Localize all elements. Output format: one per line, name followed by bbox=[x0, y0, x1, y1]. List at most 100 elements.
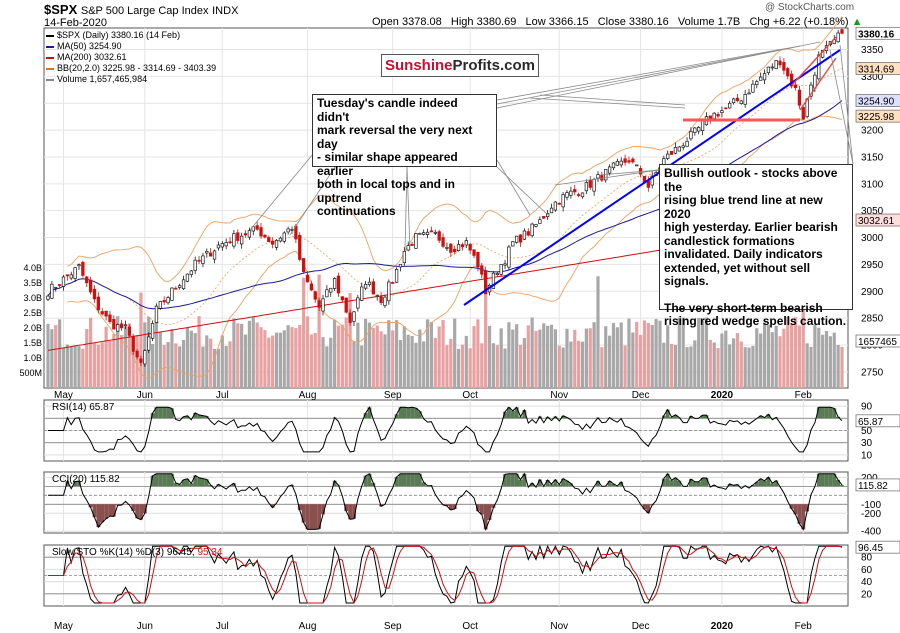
volume-bar bbox=[371, 328, 375, 388]
volume-bar bbox=[762, 322, 767, 388]
osc-tick-label: 20 bbox=[861, 589, 873, 600]
low-value: 3366.15 bbox=[548, 16, 589, 28]
price-badge-text: 3032.61 bbox=[858, 216, 895, 227]
price-tick-label: 3350 bbox=[861, 45, 884, 56]
candle-body bbox=[240, 235, 244, 245]
candle-body bbox=[131, 335, 135, 352]
candle-body bbox=[809, 84, 813, 97]
candle-body bbox=[398, 263, 403, 268]
legend-item: BB(20,2.0) 3225.98 - 3314.69 - 3403.39 bbox=[46, 63, 216, 74]
volume-bar bbox=[577, 340, 581, 388]
candle-body bbox=[534, 224, 538, 227]
candle-body bbox=[542, 216, 546, 219]
wedge-upper-line bbox=[791, 36, 837, 86]
callout-pointer bbox=[249, 147, 319, 231]
candle-body bbox=[329, 287, 333, 293]
candle-body bbox=[619, 160, 623, 166]
volume-bar bbox=[782, 328, 786, 388]
osc-badge-text: 115.82 bbox=[858, 481, 888, 492]
candle-body bbox=[491, 272, 496, 289]
volume-bar bbox=[716, 348, 720, 388]
volume-bar bbox=[135, 335, 139, 388]
volume-bar bbox=[181, 340, 186, 388]
volume-bar bbox=[383, 334, 387, 388]
volume-bar bbox=[728, 344, 732, 388]
volume-bar bbox=[759, 333, 763, 388]
candle-body bbox=[344, 297, 348, 313]
price-tick-label: 2950 bbox=[861, 260, 884, 271]
volume-bar bbox=[685, 347, 689, 388]
volume-bar bbox=[638, 334, 643, 388]
candle-body bbox=[797, 89, 802, 106]
month-label: 2020 bbox=[711, 621, 734, 632]
candle-body bbox=[449, 243, 453, 253]
volume-bar bbox=[251, 317, 255, 388]
candle-body bbox=[383, 296, 387, 306]
volume-tick-label: 1.0B bbox=[23, 353, 42, 363]
copyright: @ StockCharts.com bbox=[765, 2, 855, 13]
candle-body bbox=[789, 73, 794, 87]
price-tick-label: 3100 bbox=[861, 179, 884, 190]
sunshine-profits-logo: SunshineProfits.com bbox=[381, 54, 539, 77]
candle-body bbox=[414, 233, 418, 249]
volume-bar bbox=[751, 345, 755, 388]
volume-bar bbox=[170, 329, 174, 388]
volume-bar bbox=[704, 317, 709, 388]
annotation-left: Tuesday's candle indeed didn't mark reve… bbox=[312, 94, 497, 218]
candle-body bbox=[561, 194, 565, 208]
volume-bar bbox=[487, 325, 492, 388]
volume-bar bbox=[565, 328, 569, 388]
candle-body bbox=[526, 231, 530, 236]
callout-pointer bbox=[599, 169, 660, 176]
exchange: INDX bbox=[212, 5, 239, 17]
price-badge-text: 3380.16 bbox=[858, 29, 895, 40]
osc-tick-label: 10 bbox=[861, 450, 873, 461]
volume-bar bbox=[778, 336, 782, 388]
volume-bar bbox=[348, 293, 352, 388]
candle-body bbox=[162, 300, 166, 303]
candle-body bbox=[394, 269, 399, 283]
volume-bar bbox=[65, 344, 69, 388]
volume-bar bbox=[801, 278, 805, 388]
cci-label: CCI(20) 115.82 bbox=[52, 474, 120, 485]
candle-body bbox=[201, 255, 205, 264]
sto-label: Slow STO %K(14) %D(3) 96.45, 95.34 bbox=[52, 547, 223, 558]
month-label: Sep bbox=[384, 390, 402, 401]
annotation-right: Bullish outlook - stocks above the risin… bbox=[659, 164, 853, 328]
bb-upper-line bbox=[67, 16, 843, 283]
month-label: Feb bbox=[795, 621, 813, 632]
candle-body bbox=[50, 283, 54, 299]
candle-body bbox=[553, 201, 558, 211]
candle-body bbox=[387, 281, 391, 302]
volume-bar bbox=[646, 322, 650, 388]
volume-bar bbox=[158, 332, 162, 388]
candle-body bbox=[100, 311, 104, 315]
legend-item: MA(200) 3032.61 bbox=[46, 52, 216, 63]
volume-bar bbox=[414, 342, 418, 388]
candle-body bbox=[472, 249, 476, 256]
candle-body bbox=[755, 81, 759, 85]
candle-body bbox=[274, 240, 279, 248]
volume-bar bbox=[313, 332, 317, 388]
volume-bar bbox=[321, 337, 325, 388]
month-label: 2020 bbox=[711, 390, 734, 401]
candle-body bbox=[139, 358, 143, 363]
candle-body bbox=[468, 243, 472, 251]
wedge-lower-line bbox=[799, 57, 837, 111]
volume-bar bbox=[522, 338, 526, 388]
candle-body bbox=[689, 131, 693, 140]
volume-bar bbox=[677, 317, 681, 388]
volume-bar bbox=[592, 322, 596, 388]
candle-body bbox=[77, 264, 81, 267]
volume-bar bbox=[766, 324, 771, 388]
month-label: Jul bbox=[216, 621, 229, 632]
volume-bar bbox=[805, 343, 809, 388]
volume-tick-label: 4.0B bbox=[23, 263, 42, 273]
volume-bar bbox=[542, 323, 546, 388]
volume-bar bbox=[189, 330, 193, 388]
candle-body bbox=[507, 246, 511, 268]
volume-bar bbox=[329, 337, 333, 388]
candle-body bbox=[54, 286, 58, 289]
month-label: Oct bbox=[462, 621, 478, 632]
volume-bar bbox=[793, 317, 798, 388]
